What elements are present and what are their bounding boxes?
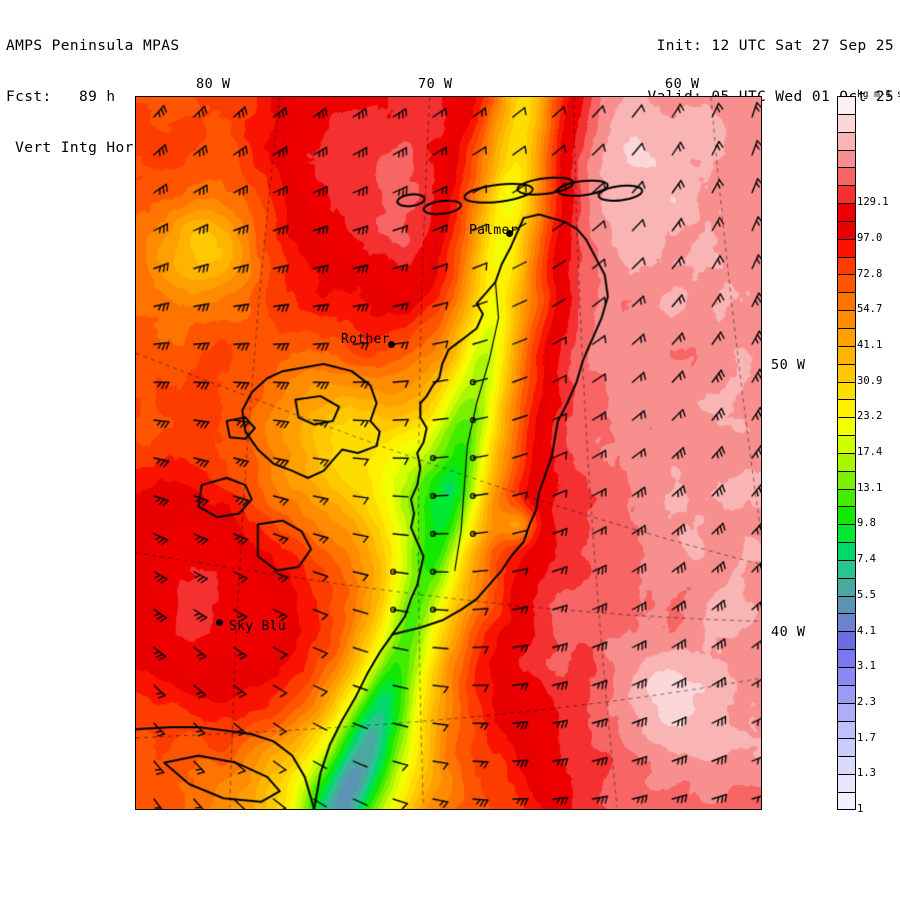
colorbar-swatch-24 (837, 524, 856, 543)
colorbar-swatch-22 (837, 488, 856, 507)
colorbar-swatch-11 (837, 292, 856, 311)
station-label: Palmer (469, 223, 518, 238)
lon-tick-label-right-1: 40 W (771, 624, 806, 640)
colorbar-swatch-30 (837, 631, 856, 650)
colorbar-swatch-8 (837, 238, 856, 257)
colorbar-swatch-2 (837, 131, 856, 150)
colorbar-swatch-21 (837, 470, 856, 489)
map-plot-area[interactable]: Palmer Rother Sky Blu (135, 96, 762, 810)
colorbar-swatch-3 (837, 149, 856, 168)
colorbar-swatch-1 (837, 113, 856, 132)
lon-tick-label-top-0: 80 W (196, 76, 231, 92)
station-dot-icon (506, 230, 513, 237)
station-dot-icon (388, 341, 395, 348)
colorbar-swatch-12 (837, 310, 856, 328)
colorbar-swatch-32 (837, 667, 856, 685)
colorbar-tick-label-2: 72.8 (857, 267, 883, 280)
colorbar-swatch-17 (837, 399, 856, 418)
colorbar-swatch-34 (837, 702, 856, 721)
colorbar-swatch-13 (837, 327, 856, 346)
colorbar-swatch-28 (837, 595, 856, 614)
ivt-heatmap-canvas (136, 97, 761, 809)
colorbar-swatch-33 (837, 684, 856, 703)
colorbar-tick-label-9: 9.8 (857, 517, 876, 530)
colorbar-tick-label-17: 1 (857, 803, 864, 815)
colorbar-swatch-23 (837, 506, 856, 525)
colorbar-swatch-5 (837, 185, 856, 204)
colorbar-swatch-37 (837, 756, 856, 775)
colorbar-tick-label-6: 23.2 (857, 410, 883, 423)
colorbar-swatch-35 (837, 720, 856, 739)
colorbar-swatch-14 (837, 345, 856, 364)
colorbar-swatch-39 (837, 791, 856, 810)
colorbar-swatch-20 (837, 452, 856, 471)
colorbar-swatch-16 (837, 381, 856, 400)
colorbar-tick-label-0: 129.1 (857, 196, 889, 209)
colorbar-swatch-0 (837, 96, 856, 114)
station-label: Rother (341, 332, 390, 347)
ivt-colorbar[interactable] (837, 96, 856, 810)
colorbar-swatch-26 (837, 559, 856, 578)
station-dot-icon (216, 619, 223, 626)
colorbar-tick-label-15: 1.7 (857, 731, 876, 744)
colorbar-tick-label-8: 13.1 (857, 481, 883, 494)
colorbar-swatch-4 (837, 167, 856, 186)
colorbar-tick-label-12: 4.1 (857, 624, 876, 637)
colorbar-swatch-6 (837, 203, 856, 221)
colorbar-tick-label-3: 54.7 (857, 303, 883, 316)
colorbar-swatch-29 (837, 613, 856, 632)
lon-tick-label-top-1: 70 W (418, 76, 453, 92)
lon-tick-label-right-0: 50 W (771, 357, 806, 373)
colorbar-tick-label-1: 97.0 (857, 231, 883, 244)
init-time-line: Init: 12 UTC Sat 27 Sep 25 (656, 38, 894, 54)
colorbar-swatch-7 (837, 220, 856, 239)
colorbar-swatch-9 (837, 256, 856, 275)
colorbar-swatch-31 (837, 649, 856, 667)
colorbar-tick-label-14: 2.3 (857, 695, 876, 708)
colorbar-swatch-18 (837, 417, 856, 436)
model-title: AMPS Peninsula MPAS (6, 38, 180, 54)
colorbar-tick-label-11: 5.5 (857, 588, 876, 601)
colorbar-tick-label-4: 41.1 (857, 338, 883, 351)
colorbar-swatch-15 (837, 363, 856, 382)
colorbar-tick-label-16: 1.3 (857, 767, 876, 780)
colorbar-swatch-19 (837, 435, 856, 453)
colorbar-tick-label-7: 17.4 (857, 446, 883, 458)
colorbar-swatch-38 (837, 774, 856, 792)
colorbar-swatch-27 (837, 577, 856, 596)
colorbar-swatch-10 (837, 274, 856, 293)
forecast-hour-line: Fcst: 89 h (6, 89, 116, 105)
colorbar-tick-label-5: 30.9 (857, 374, 883, 387)
colorbar-tick-label-10: 7.4 (857, 553, 876, 566)
colorbar-swatch-36 (837, 738, 856, 757)
station-label: Sky Blu (229, 619, 286, 634)
colorbar-swatch-25 (837, 542, 856, 560)
colorbar-tick-label-13: 3.1 (857, 660, 876, 673)
colorbar-units-label: kg m-1 s-1 (857, 89, 900, 100)
lon-tick-label-top-2: 60 W (665, 76, 700, 92)
